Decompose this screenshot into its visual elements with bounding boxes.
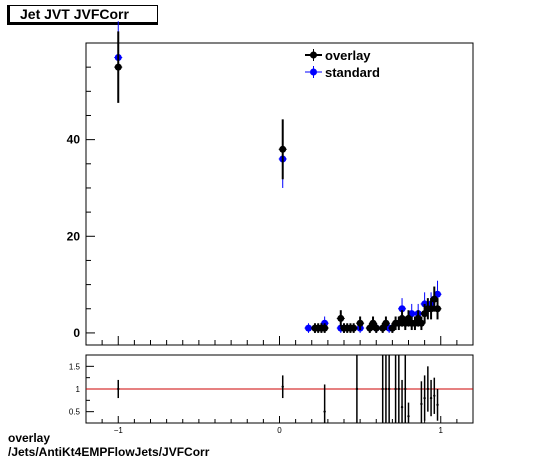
chart-title: Jet JVT JVFCorr xyxy=(7,5,158,25)
data-point-overlay xyxy=(433,298,442,320)
ratio-point xyxy=(433,377,436,414)
data-point-overlay xyxy=(114,31,123,103)
ratio-point xyxy=(281,375,284,399)
ratio-point xyxy=(420,381,423,423)
ratio-point xyxy=(323,384,326,423)
main-data xyxy=(114,21,442,333)
data-point-overlay xyxy=(356,316,365,331)
data-point-overlay xyxy=(417,316,426,331)
main-axes: 0 20 40 xyxy=(67,42,474,345)
ratio-point xyxy=(387,355,391,423)
legend: overlay standard xyxy=(305,48,380,80)
ratio-point xyxy=(407,402,410,423)
ratio-point xyxy=(429,379,433,417)
ratio-point xyxy=(384,355,388,423)
main-frame xyxy=(85,42,474,346)
ratio-x-tick-label: −1 xyxy=(114,426,124,435)
ratio-x-tick-label: 1 xyxy=(439,426,444,435)
ratio-point xyxy=(394,355,397,423)
footer-label: overlay xyxy=(8,431,51,445)
ratio-point xyxy=(426,366,430,412)
legend-overlay-label: overlay xyxy=(325,48,371,63)
legend-standard-marker xyxy=(310,68,317,76)
y-tick-label: 0 xyxy=(73,326,80,340)
footer: overlay /Jets/AntiKt4EMPFlowJets/JVFCorr xyxy=(8,431,209,459)
legend-overlay-marker xyxy=(310,51,317,59)
ratio-y-tick-label: 1.5 xyxy=(69,362,81,371)
ratio-point xyxy=(436,389,439,421)
ratio-point xyxy=(423,375,426,421)
data-point-overlay xyxy=(336,310,345,327)
ratio-point xyxy=(400,379,404,423)
ratio-point xyxy=(404,355,407,423)
ratio-point xyxy=(117,379,120,399)
footer-path: /Jets/AntiKt4EMPFlowJets/JVFCorr xyxy=(8,445,210,459)
data-point-overlay xyxy=(381,316,390,331)
y-tick-label: 20 xyxy=(67,229,81,243)
y-tick-label: 40 xyxy=(67,133,81,147)
data-point-overlay xyxy=(320,323,329,333)
data-point-overlay xyxy=(349,323,358,333)
ratio-data xyxy=(117,355,439,423)
legend-standard-label: standard xyxy=(325,65,380,80)
data-point-overlay xyxy=(278,119,287,180)
ratio-point xyxy=(381,355,384,423)
ratio-x-tick-label: 0 xyxy=(277,426,282,435)
ratio-y-tick-label: 1 xyxy=(76,385,81,394)
ratio-point xyxy=(397,355,401,423)
ratio-point xyxy=(355,355,359,423)
ratio-y-tick-label: 0.5 xyxy=(69,408,81,417)
